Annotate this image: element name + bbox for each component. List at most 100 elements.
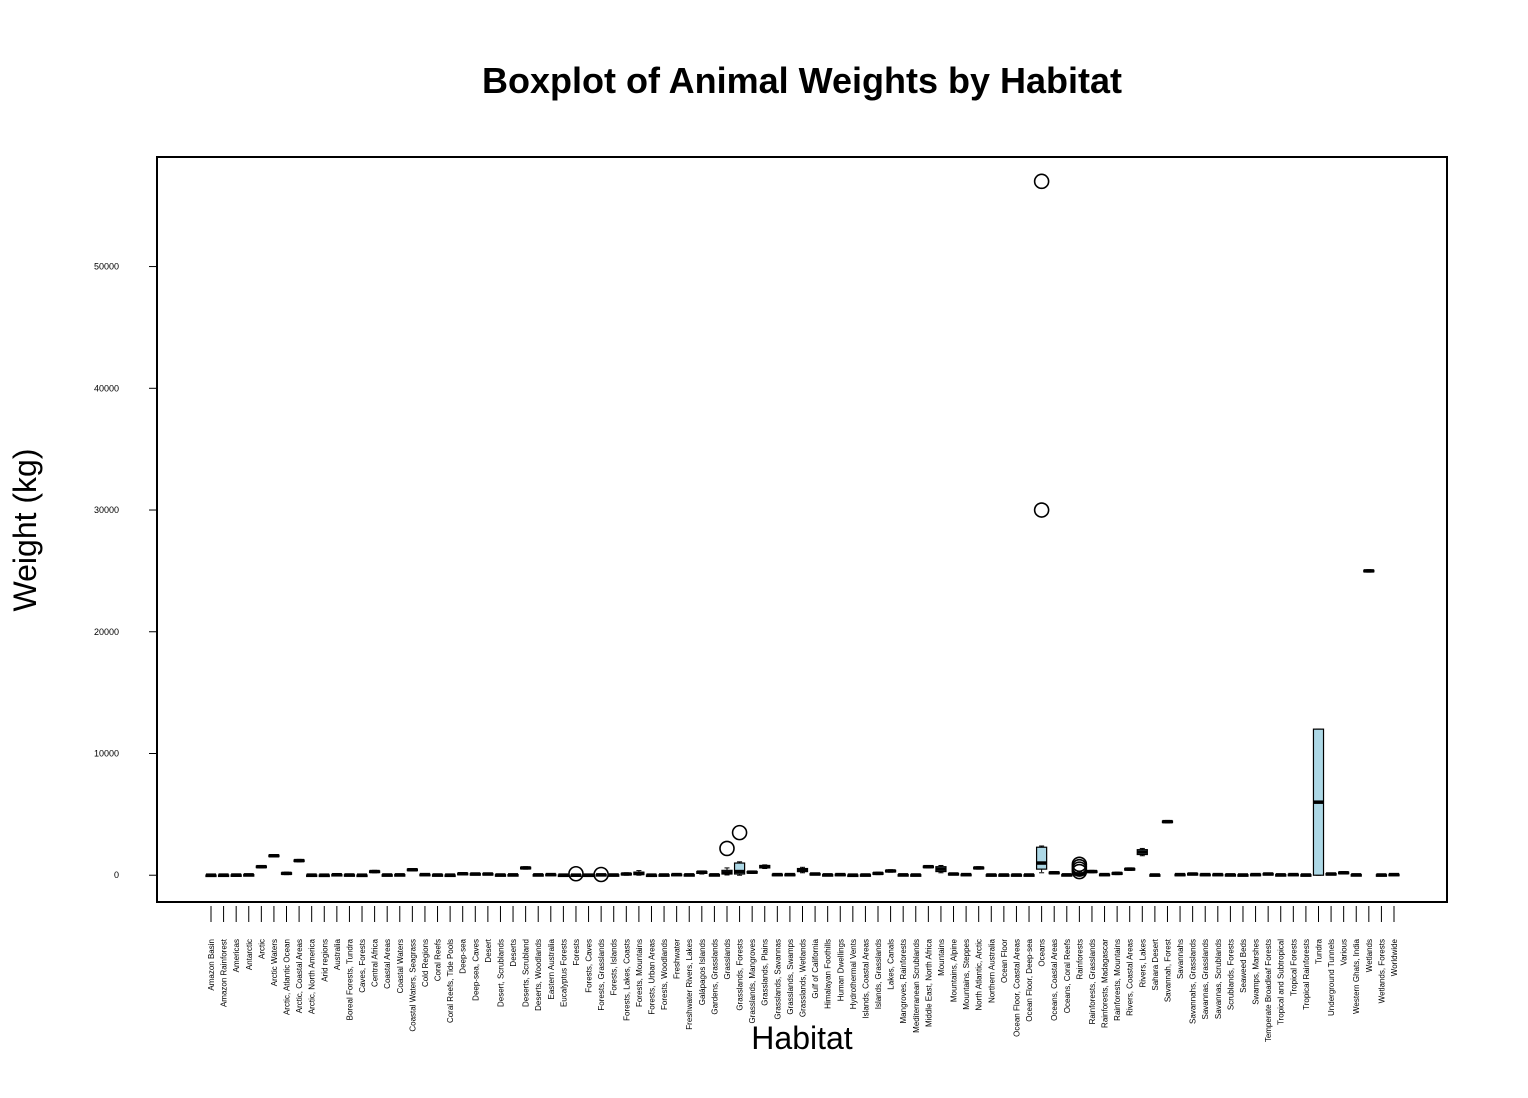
x-tick-label: Savannahs bbox=[1176, 939, 1185, 979]
box-73 bbox=[1124, 867, 1136, 871]
box-89 bbox=[1325, 872, 1337, 876]
box-10 bbox=[331, 872, 343, 877]
y-axis: 0 10000 20000 30000 40000 50000 bbox=[94, 262, 157, 880]
box-29 bbox=[568, 865, 584, 882]
box-0 bbox=[205, 873, 217, 878]
x-tick-label: Coastal Waters bbox=[396, 939, 405, 993]
box-1 bbox=[217, 873, 230, 878]
x-tick-label: Central Africa bbox=[371, 938, 380, 987]
x-tick-label: Amazon Basin bbox=[207, 939, 216, 991]
box-36 bbox=[658, 873, 670, 877]
x-tick-label: Forests bbox=[572, 939, 581, 966]
x-tick-label: Forests, Grasslands bbox=[597, 939, 606, 1011]
box-26 bbox=[532, 873, 544, 877]
box-75 bbox=[1149, 873, 1161, 877]
box-18 bbox=[431, 873, 444, 877]
box-38 bbox=[683, 873, 695, 877]
x-tick-label: Savannahs, Grasslands bbox=[1189, 939, 1198, 1024]
box-40 bbox=[708, 873, 721, 877]
box-63 bbox=[998, 873, 1010, 877]
box-68 bbox=[1061, 873, 1073, 877]
box-9 bbox=[318, 873, 330, 878]
x-tick-label: Coastal Areas bbox=[383, 939, 392, 989]
box-42 bbox=[731, 824, 748, 876]
box-46 bbox=[784, 872, 796, 877]
box-39 bbox=[696, 870, 708, 875]
box-59 bbox=[947, 872, 960, 876]
x-tick-label: Sahara Desert bbox=[1151, 938, 1160, 990]
outlier-point bbox=[1033, 173, 1050, 190]
box-53 bbox=[872, 871, 884, 876]
x-tick-label: Australia bbox=[333, 938, 342, 970]
box-17 bbox=[419, 872, 431, 877]
x-tick-label: Boreal Forests, Tundra bbox=[345, 938, 354, 1020]
box-67 bbox=[1048, 871, 1060, 875]
x-tick-label: Rainforests bbox=[1075, 939, 1084, 979]
box-37 bbox=[671, 872, 683, 877]
x-tick-label: Deserts bbox=[509, 939, 518, 967]
x-tick-label: Deep-sea, Caves bbox=[471, 939, 480, 1001]
outlier-point bbox=[1033, 502, 1050, 518]
box-60 bbox=[960, 872, 972, 877]
box-61 bbox=[973, 866, 985, 870]
x-tick-label: Rivers, Coastal Areas bbox=[1126, 939, 1135, 1016]
box-86 bbox=[1287, 872, 1299, 877]
box-54 bbox=[884, 869, 897, 873]
box-8 bbox=[306, 873, 318, 878]
x-tick-label: Grasslands, Forests bbox=[736, 939, 745, 1011]
y-tick-label: 50000 bbox=[94, 262, 119, 272]
x-tick-label: Forests, Islands bbox=[610, 939, 619, 995]
box-51 bbox=[847, 873, 859, 878]
x-tick-label: Tundra bbox=[1314, 938, 1323, 964]
x-tick-label: Rainforests, Mountains bbox=[1113, 939, 1122, 1021]
box-27 bbox=[545, 872, 557, 877]
box-13 bbox=[368, 869, 381, 874]
x-tick-label: Rainforests, Madagascar bbox=[1101, 939, 1110, 1028]
box-48 bbox=[809, 872, 821, 876]
box-31 bbox=[593, 866, 609, 883]
box-90 bbox=[1338, 871, 1350, 875]
box-94 bbox=[1388, 872, 1400, 877]
box-iqr bbox=[1035, 846, 1048, 870]
boxes-layer bbox=[205, 173, 1400, 883]
x-tick-label: Arid regions bbox=[320, 939, 329, 982]
outlier-point bbox=[731, 824, 748, 841]
x-tick-label: Eucalyptus Forests bbox=[559, 939, 568, 1007]
box-79 bbox=[1199, 872, 1211, 877]
box-25 bbox=[519, 866, 532, 870]
box-47 bbox=[796, 866, 809, 874]
x-tick-label: Galápagos Islands bbox=[698, 939, 707, 1005]
x-tick-label: Mediterranean Scrublands bbox=[912, 939, 921, 1033]
x-tick-label: Forests, Lakes, Coasts bbox=[622, 939, 631, 1021]
box-22 bbox=[482, 872, 494, 876]
box-64 bbox=[1010, 873, 1023, 877]
box-49 bbox=[822, 873, 834, 877]
x-tick-label: Oceans, Coral Reefs bbox=[1063, 939, 1072, 1013]
y-tick-label: 10000 bbox=[94, 748, 119, 758]
box-5 bbox=[268, 853, 280, 858]
x-tick-label: Mangroves, Rainforests bbox=[899, 939, 908, 1023]
x-axis-title: Habitat bbox=[751, 1020, 853, 1056]
x-tick-label: Scrublands, Forests bbox=[1226, 939, 1235, 1010]
outlier-point bbox=[719, 840, 735, 857]
box-76 bbox=[1161, 819, 1174, 824]
chart-title: Boxplot of Animal Weights by Habitat bbox=[482, 60, 1122, 101]
box-19 bbox=[444, 873, 456, 878]
y-tick-label: 30000 bbox=[94, 505, 119, 515]
box-6 bbox=[280, 871, 293, 876]
x-tick-label: North Atlantic, Arctic bbox=[975, 939, 984, 1011]
box-52 bbox=[859, 873, 872, 877]
x-tick-label: Arctic, North America bbox=[308, 938, 317, 1014]
x-tick-label: Deserts, Scrubland bbox=[522, 939, 531, 1007]
plot-frame bbox=[156, 156, 1448, 903]
box-7 bbox=[293, 858, 305, 863]
x-tick-label: Arctic, Atlantic Ocean bbox=[283, 939, 292, 1015]
x-tick-label: Grasslands, Swamps bbox=[786, 939, 795, 1015]
x-tick-label: Grasslands, Plains bbox=[761, 939, 770, 1006]
x-tick-label: Desert bbox=[484, 938, 493, 962]
box-21 bbox=[469, 872, 481, 876]
box-72 bbox=[1111, 871, 1123, 876]
x-tick-label: Himalayan Foothills bbox=[824, 939, 833, 1009]
x-tick-label: Temperate Broadleaf Forests bbox=[1264, 939, 1273, 1042]
box-66 bbox=[1033, 173, 1050, 874]
